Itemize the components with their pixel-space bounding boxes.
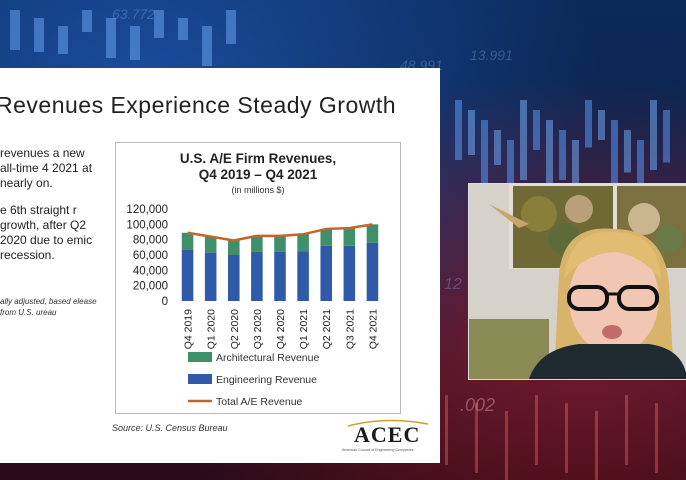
- engineering-bar: [181, 249, 194, 301]
- y-tick-label: 100,000: [126, 219, 168, 231]
- bg-candle: [494, 130, 501, 165]
- x-tick-label: Q4 2019: [183, 309, 195, 349]
- acec-logo-text: ACEC: [354, 422, 421, 447]
- bg-candle: [585, 100, 592, 148]
- bg-candle: [475, 403, 478, 473]
- architectural-bar: [297, 234, 309, 252]
- chart-plot: 0 20,000 40,000 60,000 80,000 100,000 120,000 Q…: [126, 204, 379, 408]
- legend-label: Architectural Revenue: [216, 352, 319, 364]
- slide-title: Revenues Experience Steady Growth: [0, 92, 397, 118]
- bg-candle: [468, 110, 475, 155]
- chart-title: U.S. A/E Firm Revenues, Q4 2019 – Q4 202…: [179, 151, 337, 182]
- x-tick-label: Q1 2020: [206, 309, 218, 349]
- webcam-video-feed: [468, 183, 686, 380]
- x-tick-label: Q4 2021: [367, 309, 379, 349]
- architectural-bar: [181, 232, 194, 250]
- bg-candle: [611, 120, 618, 205]
- bg-candle: [505, 411, 508, 480]
- bg-candle: [82, 10, 92, 32]
- y-tick-label: 60,000: [133, 250, 168, 262]
- bg-number-3: 13.991: [470, 47, 513, 63]
- bullet-2: e 6th straight r growth, after Q2 2020 d…: [0, 203, 93, 262]
- bg-candle: [34, 18, 44, 52]
- architectural-bar: [320, 228, 332, 246]
- engineering-bar: [343, 245, 356, 301]
- architectural-bar: [366, 224, 379, 243]
- architectural-bar: [274, 235, 286, 252]
- y-tick-label: 40,000: [133, 265, 168, 277]
- bg-candle: [154, 10, 164, 38]
- engineering-bar: [228, 255, 240, 301]
- chart-source: Source: U.S. Census Bureau: [112, 423, 228, 433]
- revenue-chart: U.S. A/E Firm Revenues, Q4 2019 – Q4 202…: [115, 142, 401, 414]
- bg-number-4: .002: [460, 395, 496, 415]
- architectural-bar: [251, 235, 263, 252]
- legend-label: Total A/E Revenue: [216, 396, 303, 408]
- engineering-bar: [251, 251, 263, 301]
- architectural-bar: [228, 240, 240, 255]
- bg-candle: [595, 411, 598, 480]
- acec-logo-subtitle: American Council of Engineering Companie…: [342, 448, 414, 452]
- acec-logo: ACEC American Council of Engineering Com…: [340, 418, 432, 456]
- bullet-1: revenues a new all-time 4 2021 at nearly…: [0, 146, 93, 190]
- bg-candle: [10, 10, 20, 50]
- bg-candle: [202, 26, 212, 66]
- bg-candle: [58, 26, 68, 54]
- slide-bullets: revenues a new all-time 4 2021 at nearly…: [0, 146, 98, 275]
- bg-candle: [650, 100, 657, 170]
- bg-candle: [178, 18, 188, 40]
- legend-swatch: [188, 352, 212, 362]
- architectural-bar: [204, 236, 217, 253]
- bg-candle: [598, 110, 605, 140]
- bg-candle: [572, 140, 579, 215]
- chart-subtitle: (in millions $): [231, 185, 285, 195]
- engineering-bar: [274, 251, 286, 301]
- bg-candle: [445, 395, 448, 465]
- bg-number-1: 63.772: [112, 6, 155, 22]
- engineering-bar: [297, 251, 309, 301]
- bg-candle: [565, 403, 568, 473]
- x-tick-label: Q3 2020: [252, 309, 264, 349]
- engineering-bar: [366, 242, 379, 301]
- acec-logo-arc: [347, 419, 429, 427]
- speaker-video-image: [469, 184, 686, 379]
- y-tick-label: 0: [162, 296, 168, 308]
- presentation-slide: Revenues Experience Steady Growth revenu…: [0, 68, 440, 463]
- x-tick-label: Q2 2021: [321, 309, 333, 349]
- x-tick-label: Q1 2021: [298, 309, 310, 349]
- bg-candle: [535, 395, 538, 465]
- bg-candle: [520, 100, 527, 180]
- bg-candle: [624, 130, 631, 173]
- y-tick-label: 20,000: [133, 281, 168, 293]
- x-tick-label: Q3 2021: [344, 309, 356, 349]
- bg-candle: [106, 18, 116, 58]
- legend-swatch: [188, 374, 212, 384]
- architectural-bar: [343, 228, 356, 246]
- x-tick-label: Q4 2020: [275, 309, 287, 349]
- bg-candle: [130, 26, 140, 60]
- bg-number-5: 12: [444, 276, 462, 293]
- x-tick-label: Q2 2020: [229, 309, 241, 349]
- bg-candle: [546, 120, 553, 185]
- y-tick-label: 80,000: [133, 235, 168, 247]
- total-revenue-line: [187, 223, 373, 242]
- bg-candle: [226, 10, 236, 44]
- y-tick-label: 120,000: [126, 204, 168, 216]
- bg-candle: [637, 140, 644, 200]
- bg-candle: [655, 403, 658, 473]
- slide-footnote: ally adjusted, based elease from U.S. ur…: [0, 297, 97, 317]
- bg-candle: [533, 110, 540, 150]
- engineering-bar: [204, 252, 217, 301]
- bg-candle: [559, 130, 566, 180]
- engineering-bar: [320, 245, 332, 301]
- bg-candle: [481, 120, 488, 190]
- bg-candle: [455, 100, 462, 160]
- bg-candle: [663, 110, 670, 163]
- legend-label: Engineering Revenue: [216, 374, 317, 386]
- bg-candle: [507, 140, 514, 195]
- bg-candle: [625, 395, 628, 465]
